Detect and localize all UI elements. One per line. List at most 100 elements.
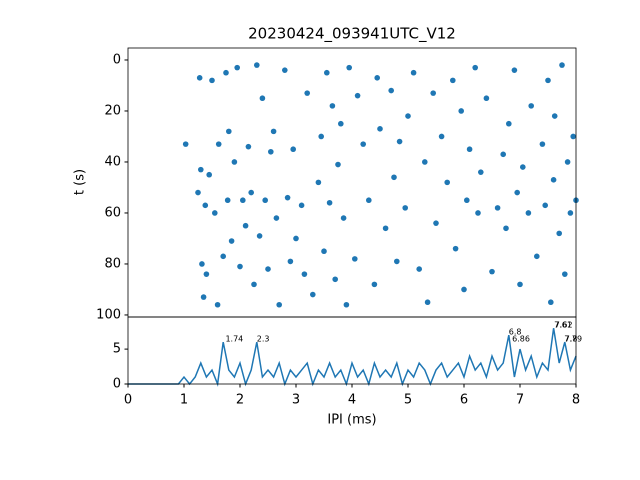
point — [570, 133, 576, 140]
point — [196, 75, 203, 81]
point — [332, 276, 339, 283]
point — [228, 238, 235, 244]
point — [198, 166, 204, 173]
point — [371, 281, 378, 288]
point — [226, 128, 232, 135]
point — [405, 113, 411, 119]
point — [503, 225, 509, 232]
point — [214, 301, 221, 308]
point — [489, 268, 495, 275]
point — [478, 169, 484, 175]
annotation: 6.8 — [509, 328, 522, 337]
point — [559, 62, 565, 68]
point — [284, 194, 291, 201]
point — [517, 281, 523, 288]
point — [382, 225, 389, 232]
point — [422, 159, 428, 165]
chart-title: 20230424_093941UTC_V12 — [248, 25, 456, 44]
point — [268, 148, 274, 155]
point — [450, 77, 456, 84]
point — [388, 87, 395, 94]
annotation: 7.62 — [555, 321, 573, 330]
point — [458, 108, 465, 114]
point — [329, 103, 336, 109]
point — [550, 177, 557, 183]
point — [433, 220, 439, 226]
point — [324, 69, 330, 76]
x-tick-label: 8 — [572, 393, 580, 408]
point — [287, 258, 294, 265]
x-tick-label: 1 — [180, 393, 188, 408]
point — [534, 253, 540, 260]
annotation: 7.61 — [554, 321, 572, 330]
y-tick-label: 0 — [113, 52, 121, 67]
point — [452, 245, 459, 252]
point — [525, 210, 532, 216]
point — [514, 189, 520, 196]
point — [354, 92, 361, 99]
point — [265, 266, 271, 272]
point — [326, 199, 333, 206]
point — [231, 159, 238, 165]
annotation: 1.74 — [225, 335, 243, 344]
point — [396, 138, 403, 145]
point — [273, 215, 280, 221]
point — [391, 174, 397, 181]
point — [199, 261, 205, 267]
point — [528, 103, 534, 109]
point — [223, 69, 229, 76]
point — [301, 271, 308, 277]
point — [402, 205, 409, 211]
point — [343, 301, 350, 308]
point — [251, 281, 257, 288]
point — [202, 202, 209, 209]
point — [394, 258, 400, 265]
point — [500, 151, 507, 158]
point — [200, 294, 207, 300]
point — [562, 271, 568, 277]
annotation: 2.3 — [257, 335, 270, 344]
point — [539, 141, 546, 147]
point — [290, 146, 297, 153]
y-tick-label: 100 — [96, 307, 121, 322]
point — [237, 263, 243, 270]
point — [245, 143, 252, 150]
point — [321, 248, 327, 255]
point — [374, 75, 381, 81]
point — [377, 126, 383, 132]
point — [438, 133, 445, 140]
point — [340, 215, 347, 221]
point — [511, 67, 518, 73]
point — [224, 197, 231, 204]
point — [270, 128, 277, 135]
annotation: 6.86 — [512, 335, 530, 344]
point — [366, 197, 372, 204]
point — [461, 286, 467, 293]
point — [346, 64, 353, 71]
point — [416, 266, 423, 272]
point — [215, 141, 222, 147]
point — [240, 197, 246, 204]
line — [128, 328, 577, 387]
point — [234, 64, 240, 71]
annotation: 7.8 — [565, 335, 578, 344]
y-tick-label: 0 — [113, 377, 121, 392]
point — [466, 146, 473, 153]
point — [259, 95, 266, 102]
point — [256, 233, 263, 239]
point — [551, 113, 558, 119]
point — [253, 62, 260, 68]
x-tick-label: 7 — [516, 393, 524, 408]
y-tick-label: 60 — [104, 205, 121, 220]
point — [548, 299, 554, 306]
x-tick-label: 4 — [348, 393, 356, 408]
x-tick-label: 3 — [292, 393, 300, 408]
point — [195, 189, 201, 196]
point — [310, 291, 316, 298]
point — [567, 210, 574, 216]
point — [282, 67, 288, 73]
axes-frame — [127, 47, 577, 318]
point — [293, 235, 299, 242]
point — [212, 210, 218, 216]
